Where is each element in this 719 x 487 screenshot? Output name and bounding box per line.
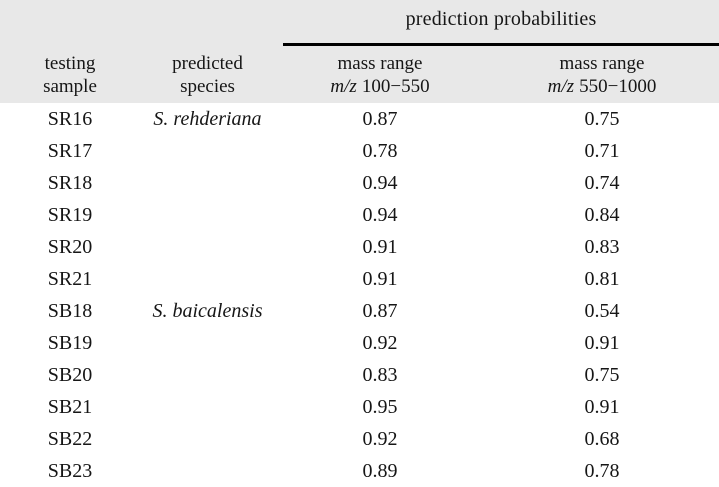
cell-prob-550-1000: 0.83	[584, 235, 620, 258]
cell-prob-100-550: 0.89	[362, 459, 398, 482]
cell-prob-100-550: 0.91	[362, 267, 398, 290]
cell-prob-550-1000: 0.71	[584, 139, 620, 162]
cell-prob-550-1000: 0.81	[584, 267, 620, 290]
cell-species: S. baicalensis	[152, 299, 263, 322]
cell-prob-100-550: 0.91	[362, 235, 398, 258]
cell-prob-100-550: 0.87	[362, 299, 398, 322]
cell-sample: SR17	[47, 139, 93, 162]
table-row: SR21 0.91 0.81	[0, 263, 719, 295]
cell-sample: SR20	[47, 235, 93, 258]
cell-prob-550-1000: 0.91	[584, 395, 620, 418]
cell-prob-550-1000: 0.78	[584, 459, 620, 482]
header-line: m/z 550−1000	[485, 75, 719, 98]
mz-label: m/z	[547, 76, 575, 97]
table-row: SR18 0.94 0.74	[0, 167, 719, 199]
mass-range-values: 550−1000	[579, 76, 657, 97]
cell-sample: SR16	[47, 107, 93, 130]
mass-range-values: 100−550	[361, 76, 430, 97]
table-body: SR16 S. rehderiana 0.87 0.75 SR17 0.78 0…	[0, 103, 719, 487]
cell-sample: SR19	[47, 203, 93, 226]
cell-sample: SB18	[47, 299, 93, 322]
table-row: SR16 S. rehderiana 0.87 0.75	[0, 103, 719, 135]
table-row: SB22 0.92 0.68	[0, 423, 719, 455]
table-row: SB23 0.89 0.78	[0, 455, 719, 487]
cell-sample: SR18	[47, 171, 93, 194]
table-row: SB21 0.95 0.91	[0, 391, 719, 423]
cell-sample: SB23	[47, 459, 93, 482]
cell-prob-550-1000: 0.68	[584, 427, 620, 450]
cell-prob-550-1000: 0.75	[584, 107, 620, 130]
cell-prob-100-550: 0.78	[362, 139, 398, 162]
cell-sample: SB22	[47, 427, 93, 450]
header-line: mass range	[337, 53, 423, 74]
cell-prob-550-1000: 0.84	[584, 203, 620, 226]
cell-prob-550-1000: 0.74	[584, 171, 620, 194]
table-row: SR17 0.78 0.71	[0, 135, 719, 167]
table-row: SR20 0.91 0.83	[0, 231, 719, 263]
table-row: SB19 0.92 0.91	[0, 327, 719, 359]
table-header: prediction probabilities testing sample …	[0, 0, 719, 103]
mz-label: m/z	[330, 76, 357, 97]
cell-sample: SB20	[47, 363, 93, 386]
column-header-mass-range-550-1000: mass range m/z 550−1000	[485, 52, 719, 98]
header-line: sample	[43, 76, 97, 97]
cell-prob-550-1000: 0.75	[584, 363, 620, 386]
cell-prob-100-550: 0.95	[362, 395, 398, 418]
table-row: SB18 S. baicalensis 0.87 0.54	[0, 295, 719, 327]
cell-prob-550-1000: 0.54	[584, 299, 620, 322]
header-line: species	[180, 76, 235, 97]
header-line: testing	[44, 53, 96, 74]
spanner-rule	[283, 43, 719, 46]
cell-species: S. rehderiana	[153, 107, 262, 130]
column-header-testing-sample: testing sample	[0, 52, 140, 98]
cell-prob-100-550: 0.94	[362, 171, 398, 194]
table-row: SB20 0.83 0.75	[0, 359, 719, 391]
cell-prob-550-1000: 0.91	[584, 331, 620, 354]
header-line: mass range	[559, 53, 645, 74]
cell-prob-100-550: 0.87	[362, 107, 398, 130]
spanner-prediction-probabilities: prediction probabilities	[405, 8, 597, 30]
header-line: m/z 100−550	[275, 75, 485, 98]
cell-prob-100-550: 0.94	[362, 203, 398, 226]
cell-sample: SB19	[47, 331, 93, 354]
cell-prob-100-550: 0.83	[362, 363, 398, 386]
cell-sample: SR21	[47, 267, 93, 290]
cell-sample: SB21	[47, 395, 93, 418]
cell-prob-100-550: 0.92	[362, 331, 398, 354]
table-row: SR19 0.94 0.84	[0, 199, 719, 231]
column-header-predicted-species: predicted species	[140, 52, 275, 98]
column-header-row: testing sample predicted species mass ra…	[0, 52, 719, 98]
cell-prob-100-550: 0.92	[362, 427, 398, 450]
header-line: predicted	[172, 53, 243, 74]
column-header-mass-range-100-550: mass range m/z 100−550	[275, 52, 485, 98]
